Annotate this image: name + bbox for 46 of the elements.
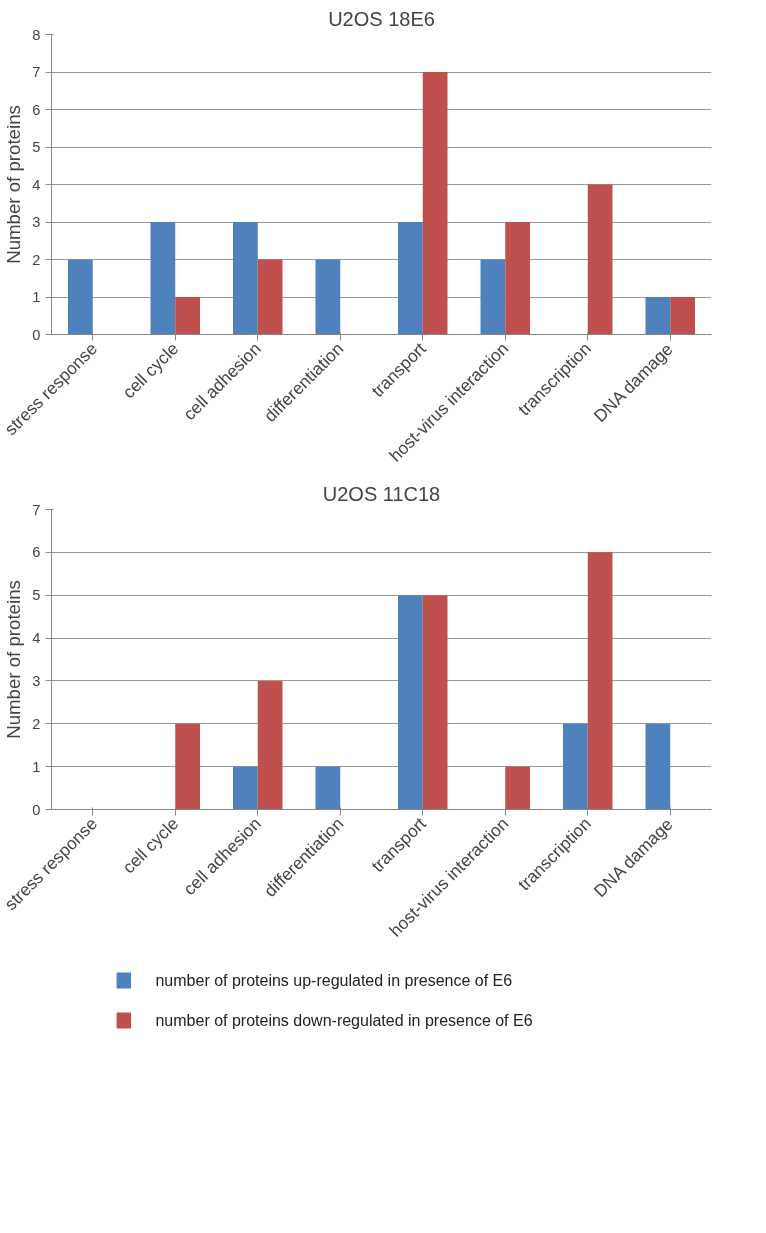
y-tick-label: 2 — [32, 251, 41, 268]
y-tick-label: 7 — [32, 501, 41, 518]
bar — [645, 723, 671, 810]
y-tick-label: 1 — [32, 758, 41, 775]
y-tick-label: 6 — [32, 101, 41, 118]
legend-label: number of proteins down-regulated in presence of E6 — [155, 1012, 533, 1029]
y-tick-label: 5 — [32, 139, 41, 155]
bar — [175, 723, 200, 810]
bar — [670, 297, 695, 335]
y-tick-label: 8 — [32, 26, 41, 43]
bar — [257, 259, 283, 335]
bar — [315, 766, 341, 810]
bar — [587, 552, 613, 810]
bar — [505, 766, 530, 810]
bar — [422, 595, 448, 810]
bar — [398, 595, 423, 810]
y-tick-label: 0 — [32, 801, 41, 818]
y-tick-label: 1 — [32, 289, 41, 305]
y-tick-label: 2 — [32, 715, 41, 732]
bar — [233, 766, 258, 810]
y-tick-label: 3 — [32, 672, 41, 689]
chart-title: U2OS 11C18 — [322, 482, 441, 505]
bar — [398, 222, 423, 335]
bar — [645, 297, 671, 335]
bar — [563, 723, 588, 810]
y-tick-label: 4 — [32, 630, 41, 647]
bar — [68, 259, 93, 335]
bar — [505, 222, 530, 335]
bar — [175, 297, 200, 335]
y-tick-label: 3 — [32, 214, 41, 230]
y-axis-title: Number of proteins — [3, 105, 25, 264]
bar — [480, 259, 506, 335]
y-tick-label: 6 — [32, 544, 41, 561]
y-tick-label: 7 — [32, 64, 41, 80]
bar — [587, 184, 613, 335]
bar — [233, 222, 258, 335]
y-tick-label: 5 — [32, 587, 41, 604]
y-tick-label: 4 — [32, 176, 41, 193]
y-tick-label: 0 — [32, 326, 41, 343]
bar — [315, 259, 341, 335]
legend-label: number of proteins up-regulated in presence of E6 — [155, 972, 513, 989]
y-axis-title: Number of proteins — [3, 580, 25, 739]
bar — [150, 222, 176, 335]
chart-title: U2OS 18E6 — [328, 7, 435, 30]
bar — [422, 72, 448, 335]
bar — [257, 680, 283, 810]
